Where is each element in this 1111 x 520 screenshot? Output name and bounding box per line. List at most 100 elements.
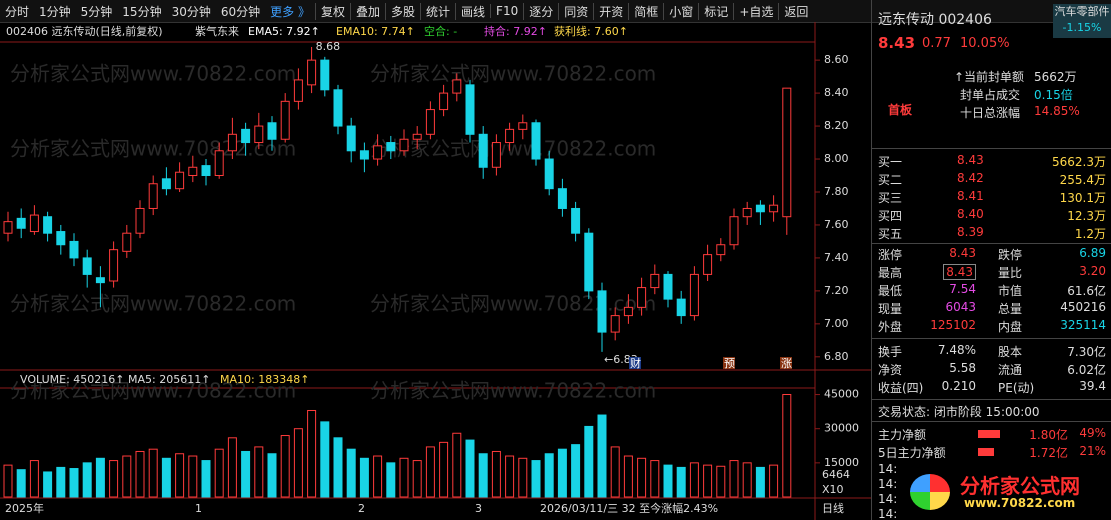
- tool-button[interactable]: 多股: [385, 2, 420, 20]
- tool-button[interactable]: 简框: [628, 2, 663, 20]
- stat-value: 325114: [1060, 318, 1106, 332]
- candle-body: [597, 290, 607, 333]
- tool-button[interactable]: 同资: [558, 2, 593, 20]
- candle-body: [241, 128, 251, 144]
- period-tab[interactable]: 1分钟: [39, 4, 71, 19]
- book-level: 买五: [878, 227, 903, 241]
- candle-body: [623, 306, 633, 317]
- watermark: 分析家公式网www.70822.com: [370, 292, 656, 316]
- current-volume: 6464: [822, 468, 850, 481]
- event-label: 财: [630, 356, 641, 370]
- event-tag: [629, 357, 641, 369]
- flow-bar: [978, 430, 1000, 438]
- candle-body: [637, 287, 647, 308]
- period-tab[interactable]: 60分钟: [220, 4, 261, 19]
- event-label: 预: [724, 357, 735, 370]
- candle-body: [557, 188, 567, 209]
- tick-time: 14:: [878, 492, 898, 506]
- legend-item: EMA5: 7.92↑: [248, 25, 320, 38]
- tool-button[interactable]: F10: [490, 4, 523, 18]
- volume-bar: [359, 457, 369, 498]
- candle-body: [148, 183, 158, 209]
- candle-body: [518, 122, 528, 130]
- x-label: 2: [358, 502, 365, 515]
- volume-bar: [386, 462, 396, 498]
- candle-body: [214, 150, 224, 177]
- stat-label: 最低: [878, 284, 903, 298]
- y-tick-label: 7.20: [824, 284, 849, 297]
- volume-bar: [280, 435, 290, 498]
- volume-bar: [227, 437, 237, 498]
- seal-value: 0.15倍: [1034, 88, 1073, 102]
- candle-body: [716, 244, 726, 256]
- volume-bar: [188, 455, 198, 498]
- volume-bar: [320, 421, 330, 498]
- candle-body: [293, 79, 303, 102]
- volume-bar: [782, 394, 792, 498]
- tool-button[interactable]: 复权: [314, 2, 350, 20]
- y-tick-label: 8.60: [824, 53, 849, 66]
- tool-button[interactable]: 统计: [420, 2, 455, 20]
- period-tab[interactable]: 5分钟: [80, 4, 113, 19]
- tool-button[interactable]: 小窗: [663, 2, 698, 20]
- legend-item: VOLUME: 450216↑: [20, 373, 124, 386]
- period-tab[interactable]: 15分钟: [122, 4, 162, 19]
- y-tick-label: 7.80: [824, 185, 849, 198]
- candle-body: [452, 79, 462, 94]
- fund-label: 流通: [998, 363, 1023, 377]
- period-tab[interactable]: 分时: [5, 4, 30, 19]
- volume-bar: [637, 457, 647, 498]
- tool-button[interactable]: 画线: [455, 2, 490, 20]
- tool-button[interactable]: 逐分: [523, 2, 558, 20]
- flow-value: 1.80亿: [1029, 428, 1068, 442]
- y-tick-label: 7.60: [824, 218, 849, 231]
- volume-bar: [3, 464, 13, 498]
- stat-label: 跌停: [998, 248, 1023, 262]
- period-label: 日线: [822, 501, 844, 515]
- separator: [872, 148, 1111, 149]
- volume-bar: [729, 460, 739, 498]
- seal-label: ↑当前封单额: [954, 70, 1025, 84]
- tool-button[interactable]: 标记: [698, 2, 733, 20]
- volume-bar: [69, 468, 79, 498]
- candle-body: [201, 165, 211, 177]
- seal-value: 5662万: [1034, 70, 1077, 84]
- separator: [872, 421, 1111, 422]
- candle-body: [16, 217, 26, 229]
- more-tab[interactable]: 更多 》: [270, 4, 310, 19]
- legend-item: MA5: 205611↑: [128, 373, 210, 386]
- tool-button[interactable]: 返回: [778, 2, 813, 20]
- period-tab[interactable]: 30分钟: [171, 4, 211, 19]
- candle-body: [56, 231, 66, 246]
- candle-body: [43, 216, 53, 234]
- fund-label: 换手: [878, 345, 903, 359]
- tool-button[interactable]: 开资: [593, 2, 628, 20]
- y-tick-label: 30000: [824, 422, 859, 435]
- quote-panel: 远东传动 002406 汽车零部件 -1.15% 8.43 0.77 10.05%…: [871, 0, 1111, 520]
- board-tag: 首板: [888, 103, 913, 117]
- y-tick-label: 6.80: [824, 350, 849, 363]
- volume-bar: [16, 469, 26, 498]
- watermark: 分析家公式网www.70822.com: [370, 379, 656, 403]
- fund-value: 0.210: [941, 379, 976, 393]
- volume-bar: [491, 450, 501, 498]
- sector-name: 汽车零部件: [1054, 5, 1110, 18]
- sector-box[interactable]: 汽车零部件 -1.15%: [1053, 4, 1111, 38]
- tool-button[interactable]: 叠加: [349, 2, 385, 20]
- tick-time: 14:: [878, 507, 898, 520]
- volume-bar: [742, 462, 752, 498]
- logo: 分析家公式网 www.70822.com: [902, 470, 1107, 514]
- volume-bar: [412, 460, 422, 498]
- x-label: 2025年: [5, 501, 44, 515]
- volume-bar: [465, 439, 475, 498]
- volume-bar: [623, 455, 633, 498]
- candle-body: [610, 315, 620, 333]
- candle-body: [531, 122, 541, 160]
- candle-body: [161, 178, 171, 190]
- y-tick-label: 45000: [824, 388, 859, 401]
- flow-value: 1.72亿: [1029, 446, 1068, 460]
- chart: 分析家公式网www.70822.com 分析家公式网www.70822.com 分析…: [0, 22, 871, 520]
- legend-item: 空合: -: [424, 24, 457, 38]
- tool-button[interactable]: +自选: [733, 2, 778, 20]
- legend-item: EMA10: 7.74↑: [336, 25, 415, 38]
